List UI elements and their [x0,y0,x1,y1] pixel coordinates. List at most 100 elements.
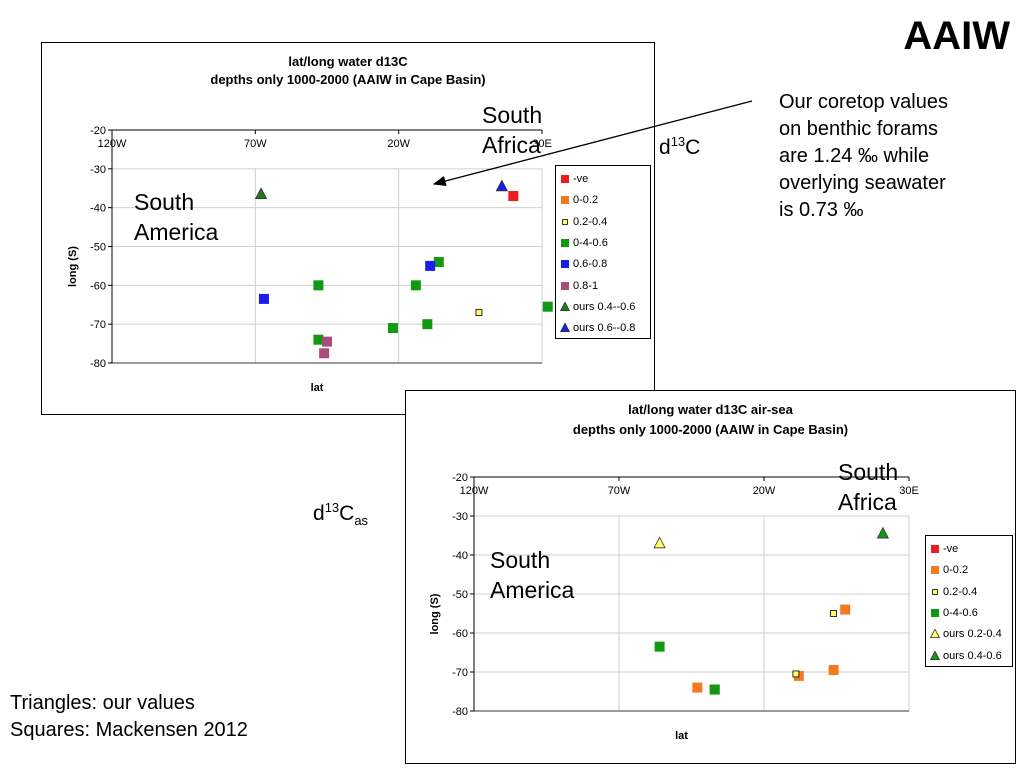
legend-item: 0-0.2 [930,563,968,577]
x-axis-label: lat [311,382,324,394]
data-point [313,280,324,291]
data-point [313,334,324,345]
legend-item: 0-4-0.6 [560,236,608,250]
data-point [542,301,553,312]
legend-marker-shape [561,281,569,290]
annotation-line: is 0.73 ‰ [779,199,864,221]
data-point [828,665,839,676]
legend-marker [560,301,570,311]
chart1-side-label: d13C [659,134,700,160]
legend-marker [561,281,569,290]
data-point [475,309,483,316]
legend-item: 0.6-0.8 [560,257,607,271]
y-tick-label: -80 [90,358,106,370]
footer-line2: Squares: Mackensen 2012 [10,719,248,741]
legend-marker-shape [930,650,940,660]
region-south-africa-line2: Africa [482,132,541,158]
chart2-frame: lat/long water d13C air-sea depths only … [405,390,1016,764]
y-tick-label: -80 [452,706,468,718]
legend-label: 0.2-0.4 [573,215,608,228]
data-point [254,187,268,199]
y-tick-label: -70 [90,319,106,331]
data-point [425,260,436,271]
chart1-legend: -ve 0-0.2 0.2-0.4 0-4-0.6 0.6-0.8 0.8-1 ours 0… [555,165,651,339]
data-point [258,293,269,304]
legend-item: ours 0.4--0.6 [560,300,635,314]
data-point [876,526,890,539]
legend-label: 0-4-0.6 [573,236,608,249]
y-tick-label: -30 [452,511,468,523]
legend-label: 0.6-0.8 [573,258,608,271]
region-south-america-line2: America [134,219,219,245]
y-tick-label: -60 [90,280,106,292]
legend-item: 0.8-1 [560,279,598,293]
region-south-africa-line1: South [838,459,899,485]
footer-note: Triangles: our values Squares: Mackensen… [10,690,248,744]
y-tick-label: -30 [90,164,106,176]
x-tick-label: 70W [244,138,267,150]
legend-label: 0.8-1 [573,279,599,292]
legend-item: 0-0.2 [560,193,598,207]
legend-item: ours 0.6--0.8 [560,321,635,335]
chart1-frame: lat/long water d13C depths only 1000-200… [41,42,655,415]
legend-marker [560,323,570,333]
data-point [410,280,421,291]
chart1-subtitle: depths only 1000-2000 (AAIW in Cape Basi… [210,72,486,87]
legend-marker-shape [932,588,938,595]
legend-marker [561,238,569,247]
legend-marker [932,588,938,595]
legend-label: ours 0.6--0.8 [573,322,636,335]
side-label-tail: C [339,502,355,525]
data-point [654,641,665,652]
legend-label: 0-0.2 [943,564,969,577]
chart2-subtitle: depths only 1000-2000 (AAIW in Cape Basi… [572,422,849,437]
legend-marker-shape [560,323,570,333]
side-label-base: d [313,502,325,525]
slide-title: AAIW [903,14,1010,58]
legend-marker [930,629,940,639]
legend-marker-shape [562,218,568,225]
data-point [495,179,509,192]
data-point [840,604,851,615]
legend-marker [930,650,940,660]
chart2-region-south-america: South America [490,545,574,605]
legend-item: ours 0.2-0.4 [930,627,1002,641]
region-south-america-line1: South [490,547,551,573]
region-south-america-line1: South [134,189,195,215]
data-point [692,682,703,693]
legend-marker [931,545,939,553]
legend-item: 0-4-0.6 [930,606,978,620]
legend-marker-shape [561,238,569,247]
legend-label: -ve [573,173,589,185]
legend-marker [931,608,939,617]
footer-line1: Triangles: our values [10,692,195,714]
x-tick-label: 70W [608,485,631,497]
region-south-america-line2: America [490,577,575,603]
y-axis-label: long (S) [67,246,79,287]
legend-label: -ve [943,543,959,555]
side-label-base: d [659,136,671,159]
legend-label: ours 0.4--0.6 [573,300,636,313]
chart2-region-south-africa: South Africa [838,457,898,517]
annotation-line: are 1.24 ‰ while [779,145,930,167]
legend-marker-shape [560,301,570,311]
annotation-line: overlying seawater [779,172,946,194]
data-point [422,319,433,330]
legend-item: 0.2-0.4 [560,215,607,229]
chart2-legend: -ve 0-0.2 0.2-0.4 0-4-0.6 ours 0.2-0.4 ours 0… [925,535,1013,667]
x-axis-label: lat [675,730,688,742]
legend-label: 0-4-0.6 [943,606,978,619]
data-point [433,257,444,268]
legend-marker-shape [561,260,569,269]
legend-marker [931,566,939,575]
legend-marker [561,260,569,269]
legend-marker-shape [561,175,569,183]
y-tick-label: -60 [452,628,468,640]
legend-label: ours 0.4-0.6 [943,649,1002,662]
data-point [653,536,666,549]
chart2-plot: -20 -30 -40 -50 -60 -70 -80 120W 70W 20W 30E lat lon… [429,472,919,742]
legend-marker-shape [931,608,939,617]
side-label-tail: C [685,136,701,159]
x-tick-label: 120W [460,485,489,497]
